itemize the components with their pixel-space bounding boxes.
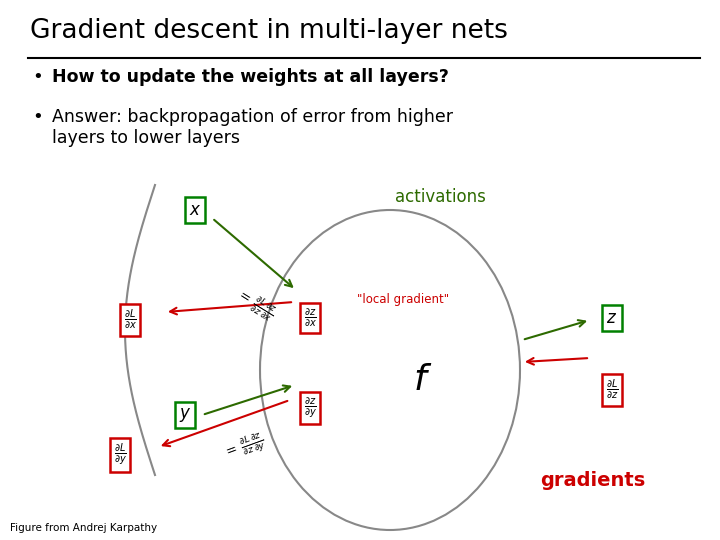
Text: "local gradient": "local gradient" <box>357 294 449 307</box>
Ellipse shape <box>260 210 520 530</box>
Text: $\frac{\partial z}{\partial y}$: $\frac{\partial z}{\partial y}$ <box>304 396 317 420</box>
Text: $\frac{\partial L}{\partial z}$: $\frac{\partial L}{\partial z}$ <box>606 378 618 402</box>
Text: Gradient descent in multi-layer nets: Gradient descent in multi-layer nets <box>30 18 508 44</box>
Text: $x$: $x$ <box>189 201 201 219</box>
Text: $z$: $z$ <box>606 309 618 327</box>
Text: $\frac{\partial L}{\partial x}$: $\frac{\partial L}{\partial x}$ <box>124 308 137 332</box>
Text: •: • <box>32 108 42 126</box>
Text: Answer: backpropagation of error from higher
layers to lower layers: Answer: backpropagation of error from hi… <box>52 108 453 147</box>
Text: •: • <box>32 68 42 86</box>
Text: $=\,\frac{\partial L}{\partial z}\frac{\partial z}{\partial x}$: $=\,\frac{\partial L}{\partial z}\frac{\… <box>231 285 279 326</box>
Text: $y$: $y$ <box>179 406 192 424</box>
Text: $=\,\frac{\partial L}{\partial z}\frac{\partial z}{\partial y}$: $=\,\frac{\partial L}{\partial z}\frac{\… <box>221 429 269 467</box>
Text: Figure from Andrej Karpathy: Figure from Andrej Karpathy <box>10 523 157 533</box>
Text: activations: activations <box>395 188 486 206</box>
Text: gradients: gradients <box>540 471 645 490</box>
Text: f: f <box>413 363 426 397</box>
Text: $\frac{\partial z}{\partial x}$: $\frac{\partial z}{\partial x}$ <box>304 307 317 329</box>
Text: How to update the weights at all layers?: How to update the weights at all layers? <box>52 68 449 86</box>
Text: $\frac{\partial L}{\partial y}$: $\frac{\partial L}{\partial y}$ <box>114 442 127 468</box>
